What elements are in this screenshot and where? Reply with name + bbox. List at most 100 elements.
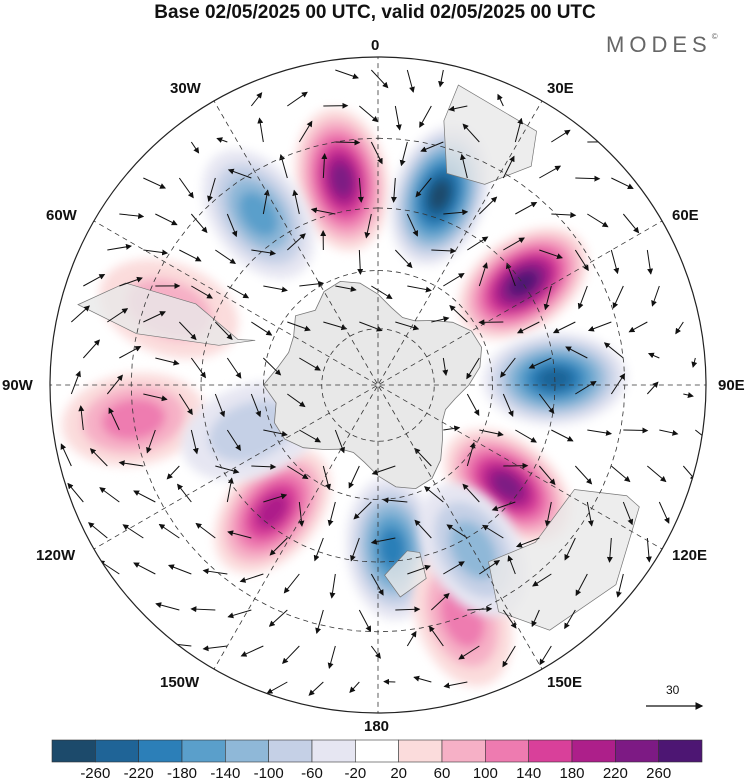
wind-vector	[216, 137, 228, 143]
wind-vector	[195, 522, 216, 539]
wind-vector	[348, 465, 360, 489]
wind-vector	[364, 213, 372, 239]
wind-vector	[516, 321, 540, 334]
wind-vector	[70, 370, 81, 395]
colorbar-tick-label: -60	[301, 765, 323, 782]
wind-vector	[239, 573, 264, 583]
wind-vector	[407, 564, 431, 575]
wind-vector	[587, 429, 613, 436]
australia	[488, 489, 640, 631]
wind-vector	[406, 69, 415, 93]
wind-vector	[78, 405, 85, 431]
brand-logo: MODES©	[606, 32, 718, 57]
wind-vector	[651, 285, 660, 307]
wind-vector	[539, 645, 552, 666]
wind-vector	[577, 285, 588, 310]
wind-vector	[538, 465, 556, 486]
colorbar	[51, 739, 703, 763]
wind-vector	[462, 483, 480, 503]
wind-vector	[448, 105, 468, 112]
wind-vector	[279, 153, 288, 179]
wind-vector	[683, 392, 694, 398]
wind-vector	[190, 213, 208, 234]
wind-vector	[107, 308, 129, 323]
wind-vector	[83, 273, 106, 287]
wind-vector	[502, 609, 517, 629]
lon-label-90w: 90W	[2, 377, 33, 394]
wind-vector	[266, 681, 288, 694]
wind-vector	[371, 285, 393, 300]
wind-vector	[226, 213, 238, 238]
wind-vector	[143, 249, 169, 256]
wind-vector	[431, 247, 457, 254]
wind-vector	[88, 522, 108, 539]
wind-vector	[321, 153, 328, 179]
wind-vector	[414, 447, 432, 467]
graticule	[50, 57, 706, 713]
colorbar-segment	[615, 739, 659, 763]
wind-vector	[443, 209, 469, 216]
colorbar-tick-label: -220	[123, 765, 154, 782]
wind-vector	[467, 606, 493, 613]
wind-vector	[532, 573, 552, 587]
wind-vector	[118, 460, 144, 467]
wind-vector	[143, 393, 168, 402]
wind-vector	[500, 357, 516, 378]
wind-vector	[178, 177, 194, 199]
colorbar-tick-label: 260	[646, 765, 672, 782]
wind-vector	[428, 625, 444, 647]
wind-vector	[622, 501, 634, 526]
wind-vector	[190, 141, 200, 154]
wind-vector	[551, 212, 577, 219]
meridian	[213, 100, 378, 384]
vector-scale-label: 30	[666, 683, 680, 697]
wind-vector	[313, 537, 324, 562]
wind-vector	[603, 342, 624, 359]
wind-vector	[227, 285, 250, 299]
wind-vector	[551, 429, 574, 442]
wind-vector	[99, 487, 120, 503]
wind-vector	[528, 357, 552, 369]
wind-vector	[133, 562, 156, 575]
wind-vector	[430, 592, 450, 611]
wind-vector	[358, 609, 372, 633]
wind-vector	[190, 357, 207, 379]
wind-vector	[647, 352, 660, 359]
wind-vector	[539, 249, 563, 260]
wind-vector	[382, 497, 408, 504]
wind-vector	[515, 201, 538, 215]
wind-vector	[283, 573, 300, 594]
wind-vector	[191, 285, 213, 299]
colorbar-tick-label: 20	[390, 765, 407, 782]
wind-vector	[414, 519, 432, 539]
wind-vector	[177, 483, 192, 503]
wind-vector	[108, 407, 120, 431]
wind-vector	[240, 645, 264, 657]
wind-vector	[322, 465, 331, 491]
wind-vector	[299, 357, 321, 371]
wind-vector	[82, 339, 100, 359]
wind-vector	[168, 564, 192, 575]
wind-vector	[370, 645, 381, 659]
wind-vector	[658, 501, 670, 524]
wind-vector	[269, 537, 288, 556]
wind-vector	[178, 393, 193, 416]
lon-label-120w: 120W	[36, 547, 76, 564]
wind-vector	[442, 357, 449, 376]
wind-vector	[646, 381, 659, 395]
wind-vector	[335, 285, 357, 292]
wind-vector	[357, 177, 364, 203]
wind-vector	[299, 280, 325, 287]
meridian	[93, 385, 377, 550]
wind-vector	[443, 273, 465, 287]
wind-vector	[155, 357, 180, 366]
colorbar-tick-label: 220	[602, 765, 628, 782]
wind-vector	[612, 285, 624, 309]
wind-vector	[622, 213, 640, 234]
wind-vector	[505, 262, 516, 287]
wind-vector	[482, 524, 504, 539]
wind-vector	[462, 123, 480, 143]
wind-vector	[263, 493, 288, 503]
wind-vector	[257, 117, 264, 143]
